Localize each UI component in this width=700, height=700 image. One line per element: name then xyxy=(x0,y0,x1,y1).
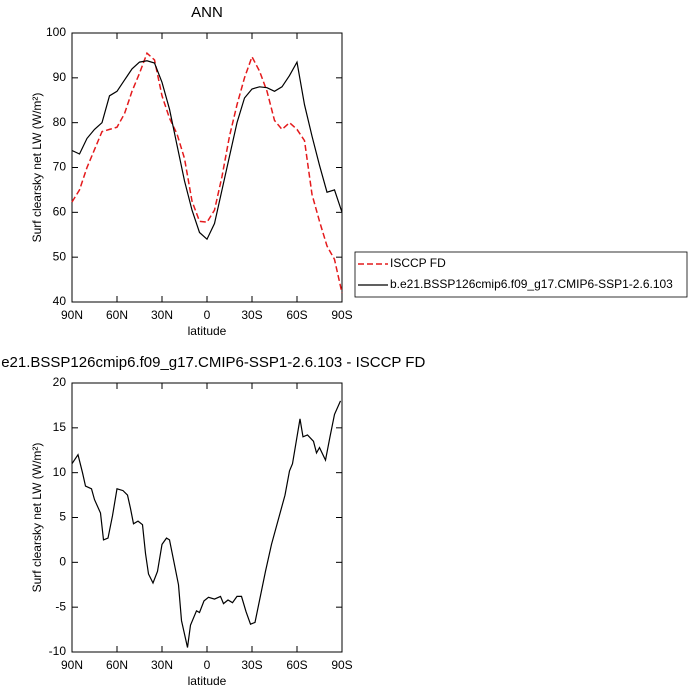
x-tick-label: 60S xyxy=(286,658,307,672)
y-tick-label: 100 xyxy=(46,25,66,39)
y-tick-label: 60 xyxy=(53,205,67,219)
y-tick-label: 90 xyxy=(53,70,67,84)
plot-frame xyxy=(71,32,343,303)
x-tick-label: 90S xyxy=(331,658,352,672)
x-tick-label: 0 xyxy=(204,658,211,672)
y-tick-label: 0 xyxy=(59,555,66,569)
y-tick-label: 70 xyxy=(53,160,67,174)
legend-label: b.e21.BSSP126cmip6.f09_g17.CMIP6-SSP1-2.… xyxy=(390,277,673,291)
y-tick-label: 40 xyxy=(53,294,67,308)
y-tick-label: 5 xyxy=(59,510,66,524)
y-axis-label: Surf clearsky net LW (W/m²) xyxy=(30,93,44,243)
x-axis-label: latitude xyxy=(188,324,227,338)
x-tick-label: 30S xyxy=(241,658,262,672)
x-tick-label: 90N xyxy=(61,308,83,322)
data-line xyxy=(71,400,342,648)
chart-title: ANN xyxy=(191,4,223,21)
x-tick-label: 90N xyxy=(61,658,83,672)
y-tick-label: 50 xyxy=(53,249,67,263)
x-tick-label: 90S xyxy=(331,308,352,322)
y-tick-label: 10 xyxy=(53,465,67,479)
x-tick-label: 0 xyxy=(204,308,211,322)
x-tick-label: 60S xyxy=(286,308,307,322)
y-tick-label: 20 xyxy=(53,375,67,389)
y-tick-label: 80 xyxy=(53,115,67,129)
x-tick-label: 30N xyxy=(151,658,173,672)
x-tick-label: 30N xyxy=(151,308,173,322)
x-axis-label: latitude xyxy=(188,674,227,688)
y-axis-label: Surf clearsky net LW (W/m²) xyxy=(30,443,44,593)
legend-box xyxy=(354,251,688,298)
chart-title: b.e21.BSSP126cmip6.f09_g17.CMIP6-SSP1-2.… xyxy=(0,354,425,371)
data-line xyxy=(71,51,343,294)
y-tick-label: -10 xyxy=(49,644,67,658)
legend-label: ISCCP FD xyxy=(390,256,446,270)
y-tick-label: -5 xyxy=(55,599,66,613)
x-tick-label: 60N xyxy=(106,308,128,322)
y-tick-label: 15 xyxy=(53,420,67,434)
data-line xyxy=(71,60,343,241)
x-tick-label: 30S xyxy=(241,308,262,322)
x-tick-label: 60N xyxy=(106,658,128,672)
